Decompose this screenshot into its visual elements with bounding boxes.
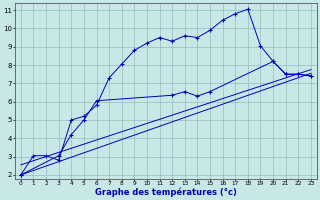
X-axis label: Graphe des températures (°c): Graphe des températures (°c) <box>95 188 237 197</box>
